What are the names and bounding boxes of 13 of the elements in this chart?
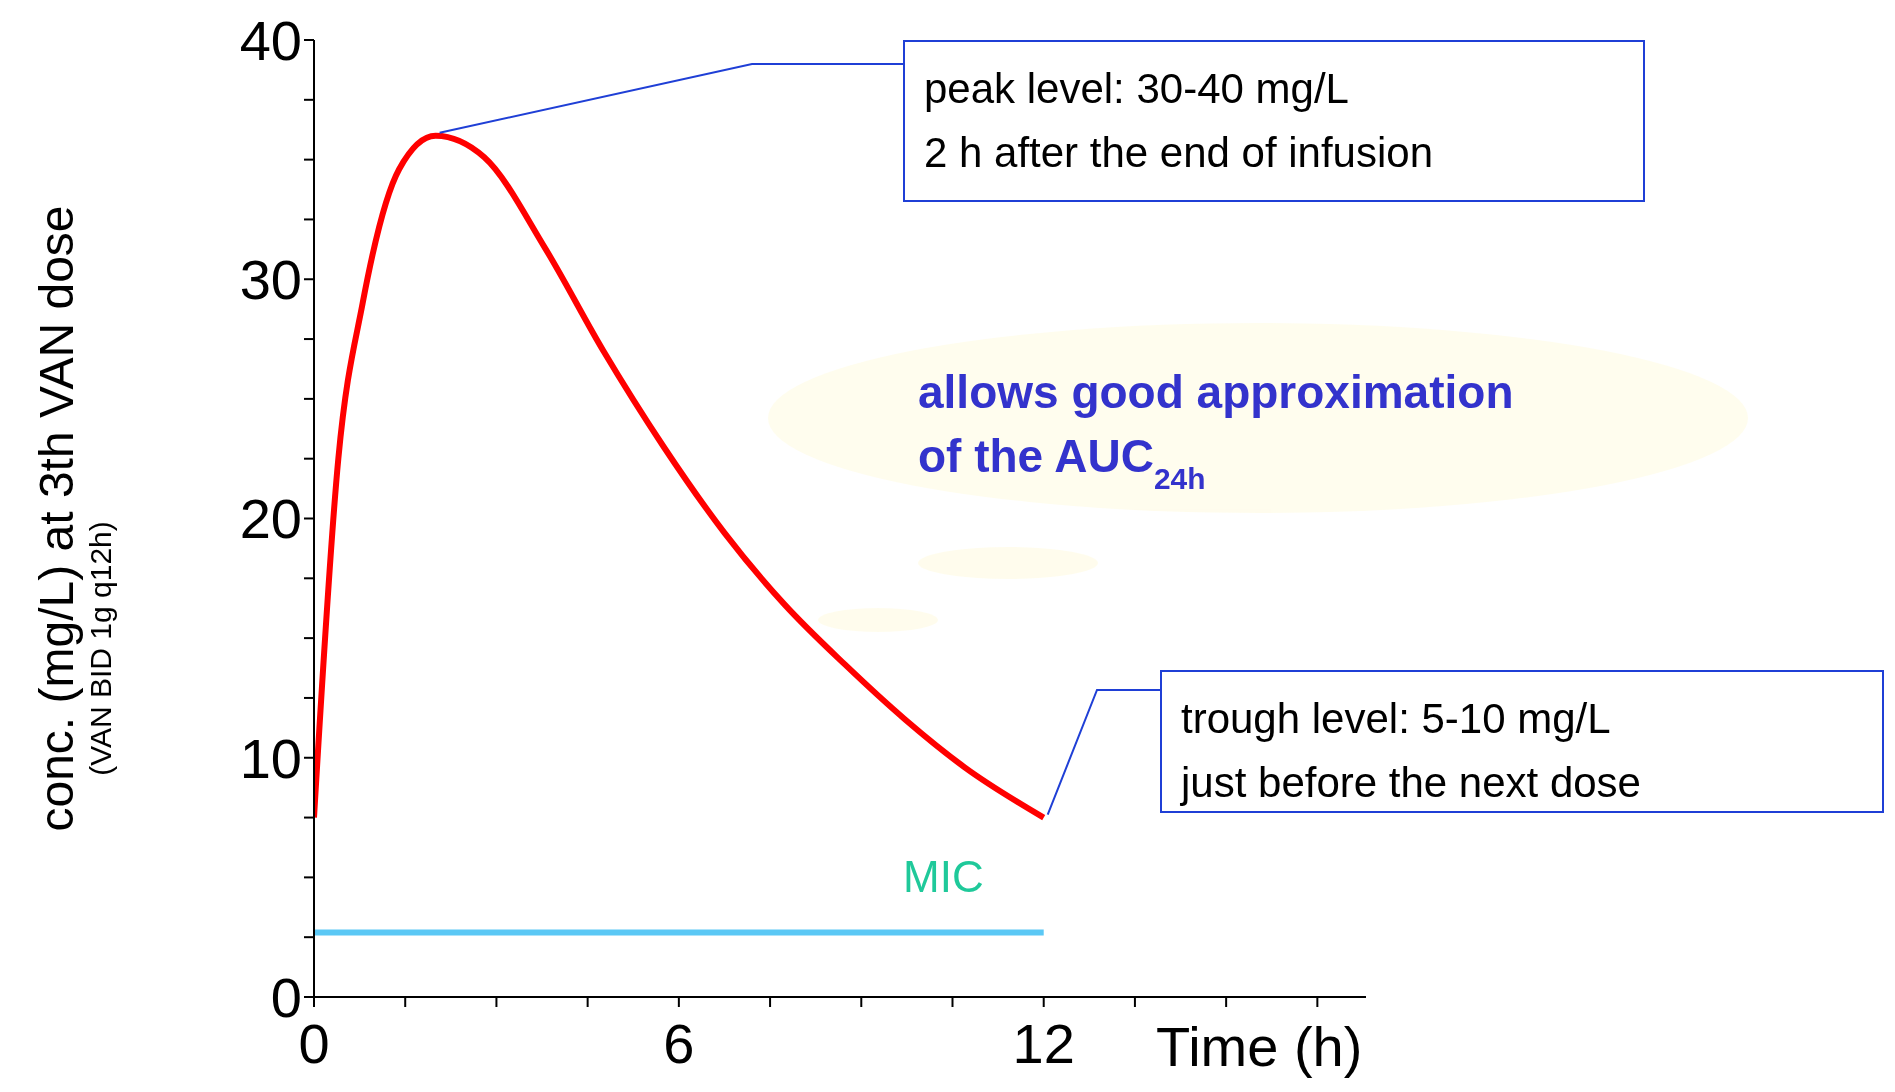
annotation: trough level: 5-10 mg/L just before the next dose — [1179, 695, 1641, 806]
annotation: peak level: 30-40 mg/L 2 h after the end of infusion — [924, 65, 1434, 176]
series-label: MIC — [903, 852, 984, 902]
y-tick-label: 10 — [239, 726, 302, 790]
x-tick-label: 12 — [1012, 1011, 1075, 1075]
y-tick-label: 0 — [270, 965, 302, 1029]
y-axis-title: conc. (mg/L) at 3th VAN dose (VAN BID 1g q12h) — [30, 205, 117, 832]
y-tick-label: 30 — [239, 248, 302, 312]
x-axis-title: Time (h) — [1156, 1015, 1363, 1078]
y-tick-label: 40 — [239, 8, 302, 72]
x-tick-label: 6 — [663, 1011, 695, 1075]
annotation: allows good approximation of the AUC$_{24h}$ — [918, 366, 1514, 495]
y-tick-label: 20 — [239, 487, 302, 551]
